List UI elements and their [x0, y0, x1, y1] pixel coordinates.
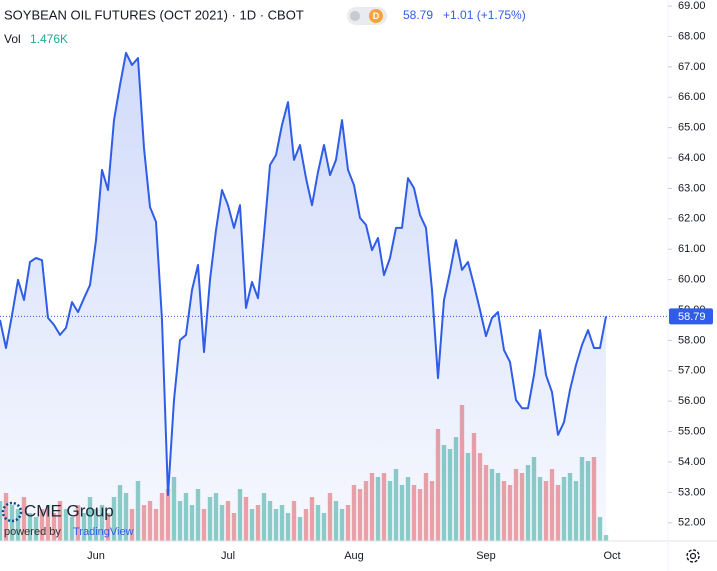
x-tick-label: Oct: [603, 550, 620, 562]
badge-dot: [350, 11, 360, 21]
axis-layer: 52.0053.0054.0055.0056.0057.0058.0059.00…: [87, 0, 713, 562]
last-price-tag: [669, 308, 713, 325]
y-tick-label: 53.00: [678, 486, 706, 498]
y-tick-label: 55.00: [678, 425, 706, 437]
x-tick-label: Sep: [476, 550, 496, 562]
price-area: [0, 52, 606, 542]
last-price-tag-label: 58.79: [678, 311, 706, 323]
price-change: +1.01 (+1.75%): [443, 8, 526, 22]
plot-layer: [0, 51, 668, 542]
y-tick-label: 58.00: [678, 334, 706, 346]
powered-brand: TradingView: [73, 526, 134, 538]
y-tick-label: 63.00: [678, 182, 706, 194]
brand-name: CME Group: [24, 501, 114, 520]
interval-badge: D: [373, 11, 380, 21]
y-tick-label: 56.00: [678, 395, 706, 407]
y-tick-label: 57.00: [678, 365, 706, 377]
y-tick-label: 69.00: [678, 0, 706, 12]
y-tick-label: 52.00: [678, 517, 706, 529]
x-tick-label: Jun: [87, 550, 105, 562]
settings-icon[interactable]: [686, 549, 700, 563]
y-tick-label: 54.00: [678, 456, 706, 468]
badge-circle: [369, 9, 383, 23]
y-tick-label: 62.00: [678, 213, 706, 225]
volume-title: Vol: [4, 32, 21, 46]
y-tick-label: 68.00: [678, 30, 706, 42]
y-tick-label: 66.00: [678, 91, 706, 103]
y-tick-label: 61.00: [678, 243, 706, 255]
x-tick-label: Aug: [344, 550, 364, 562]
price-line: [0, 51, 607, 497]
x-tick-label: Jul: [221, 550, 235, 562]
y-tick-label: 64.00: [678, 152, 706, 164]
y-tick-label: 67.00: [678, 61, 706, 73]
powered-by: powered by: [4, 526, 61, 538]
logo-globe: [1, 501, 23, 523]
y-tick-label: 60.00: [678, 274, 706, 286]
y-tick-label: 65.00: [678, 122, 706, 134]
volume-value: 1.476K: [30, 32, 68, 46]
brand-logo: CME Group powered by TradingView: [1, 501, 134, 538]
chart-title: SOYBEAN OIL FUTURES (OCT 2021) · 1D · CB…: [4, 7, 304, 22]
last-price: 58.79: [403, 8, 433, 22]
